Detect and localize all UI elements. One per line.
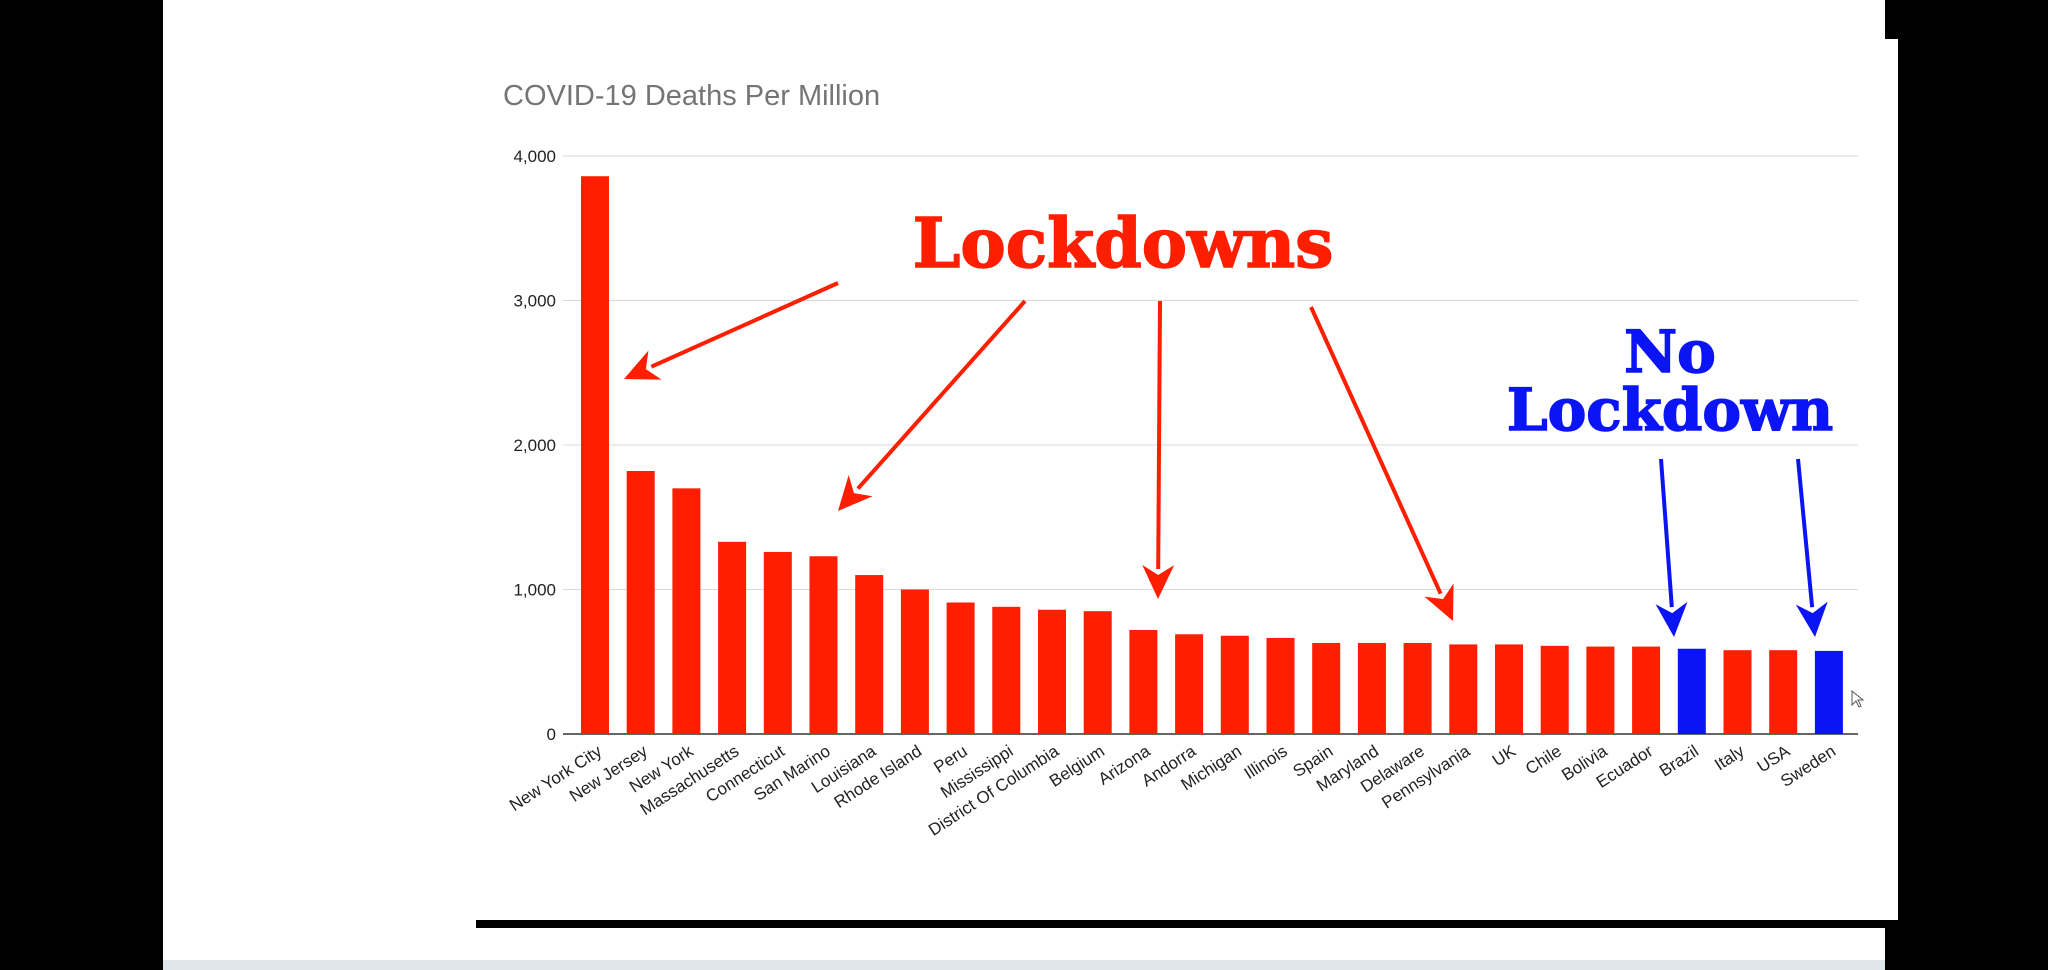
bar-rhode-island xyxy=(900,589,929,734)
x-tick-label: Italy xyxy=(1711,741,1748,774)
bar-uk xyxy=(1495,644,1523,734)
bar-delaware xyxy=(1403,642,1432,734)
y-tick-label: 1,000 xyxy=(513,581,556,600)
bar-district-of-columbia xyxy=(1038,609,1066,734)
bars-layer xyxy=(581,176,1843,735)
bar-usa xyxy=(1769,650,1798,734)
bar-michigan xyxy=(1220,635,1249,734)
chart-title: COVID-19 Deaths Per Million xyxy=(503,80,880,112)
x-tick-label: Chile xyxy=(1522,741,1565,778)
arrow xyxy=(1655,458,1688,637)
bar-arizona xyxy=(1129,629,1158,734)
bar-brazil xyxy=(1677,648,1706,734)
arrow xyxy=(1795,458,1828,637)
mouse-cursor-icon xyxy=(1851,689,1865,708)
arrow xyxy=(838,299,1027,511)
annotation-no: No xyxy=(1624,318,1716,386)
x-tick-label: UK xyxy=(1489,741,1520,770)
bar-ecuador xyxy=(1632,646,1661,734)
bar-pennsylvania xyxy=(1449,644,1478,734)
bar-san-marino xyxy=(809,556,838,734)
arrow xyxy=(1309,306,1454,621)
bar-maryland xyxy=(1357,642,1386,734)
annotation-lockdown: Lockdown xyxy=(1507,376,1833,444)
bar-louisiana xyxy=(855,575,884,734)
bar-new-york xyxy=(672,488,701,734)
y-tick-label: 4,000 xyxy=(513,147,556,166)
bar-italy xyxy=(1723,650,1752,734)
chart-card: COVID-19 Deaths Per Million 0 1,000 2,000 3… xyxy=(468,39,1898,920)
bar-connecticut xyxy=(763,551,792,734)
bar-bolivia xyxy=(1586,646,1615,734)
x-tick-label: Illinois xyxy=(1241,741,1291,783)
arrow xyxy=(1142,300,1175,599)
bar-massachusetts xyxy=(718,541,747,734)
bar-spain xyxy=(1312,642,1341,734)
bottom-strip xyxy=(163,960,1885,970)
y-tick-label: 3,000 xyxy=(513,292,556,311)
y-tick-label: 2,000 xyxy=(513,436,556,455)
bar-peru xyxy=(946,602,975,734)
bar-sweden xyxy=(1814,650,1843,734)
y-tick-label: 0 xyxy=(547,725,556,744)
bar-mississippi xyxy=(992,606,1021,734)
bar-belgium xyxy=(1083,611,1112,734)
bar-chile xyxy=(1540,645,1569,734)
bar-new-york-city xyxy=(581,176,609,735)
slide-background: COVID-19 Deaths Per Million 0 1,000 2,000 3… xyxy=(163,0,1906,970)
bar-andorra xyxy=(1175,634,1204,734)
annotation-lockdowns: Lockdowns xyxy=(913,204,1334,284)
x-tick-label: Brazil xyxy=(1656,741,1702,780)
arrow xyxy=(624,281,839,380)
chart-svg: COVID-19 Deaths Per Million 0 1,000 2,000 3… xyxy=(503,80,1865,840)
annotation-arrows xyxy=(624,281,1828,637)
bar-new-jersey xyxy=(626,471,655,734)
bar-illinois xyxy=(1266,637,1295,734)
